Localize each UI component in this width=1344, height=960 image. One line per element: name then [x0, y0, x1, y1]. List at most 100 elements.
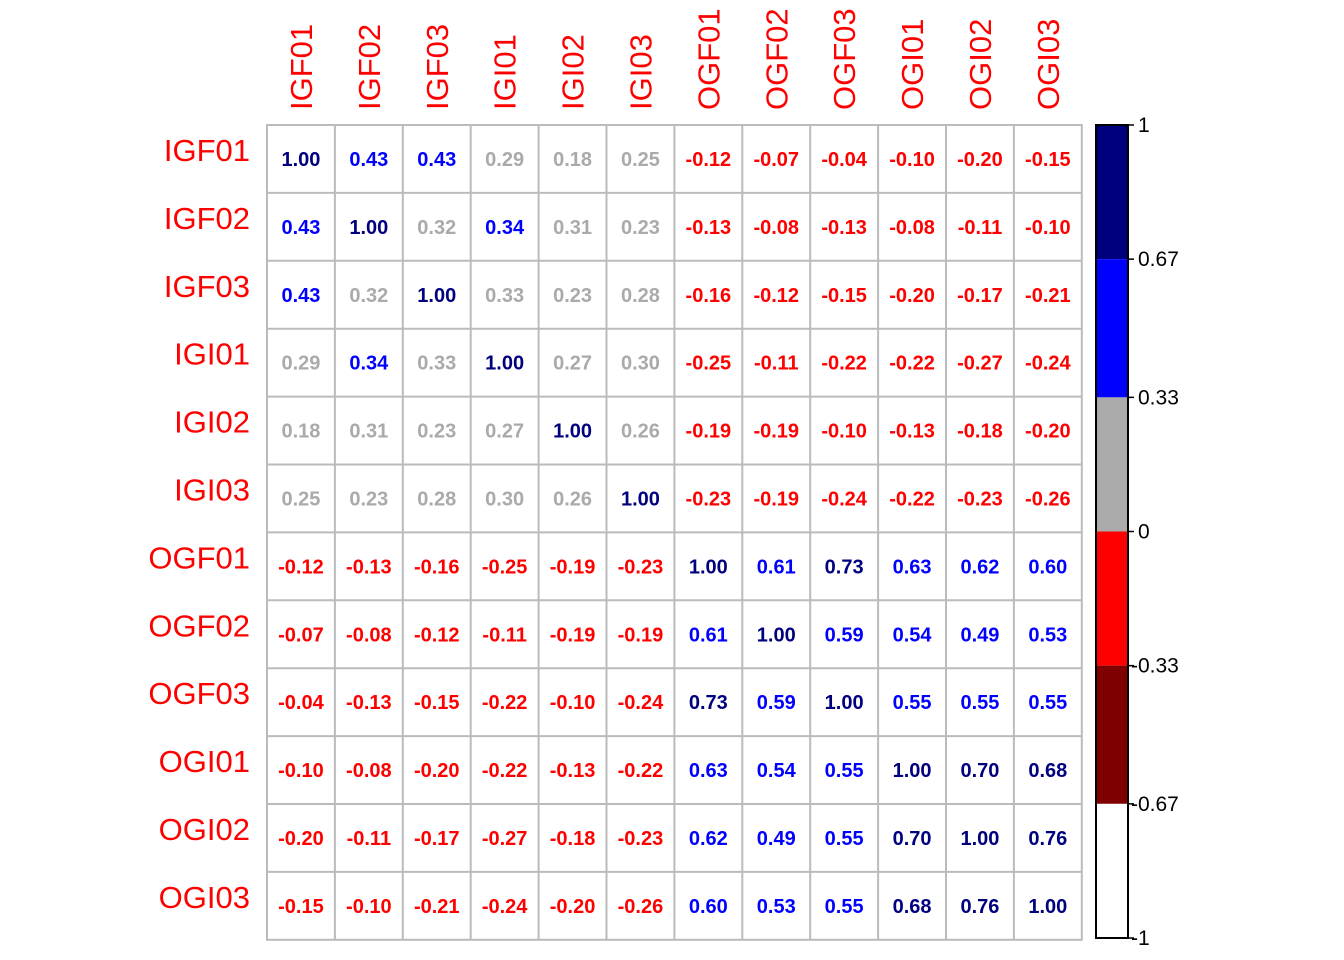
legend-tick-label: 0.33 — [1138, 386, 1179, 409]
cell-value: -0.19 — [550, 556, 596, 578]
cell-value: 0.23 — [621, 217, 660, 239]
legend-tick-label: -1 — [1131, 927, 1150, 950]
cell-value: 0.59 — [757, 692, 796, 714]
cell-value: -0.27 — [957, 353, 1003, 375]
cell-value: 0.70 — [893, 828, 932, 850]
cell-value: 0.62 — [960, 556, 999, 578]
column-label: OGI03 — [1031, 19, 1066, 110]
cell-value: -0.15 — [414, 692, 460, 714]
cell-value: -0.17 — [957, 285, 1003, 307]
cell-value: 1.00 — [349, 217, 388, 239]
cell-value: 0.73 — [825, 556, 864, 578]
row-label: OGF01 — [148, 540, 250, 575]
cell-value: -0.13 — [821, 217, 867, 239]
cell-value: -0.21 — [1025, 285, 1071, 307]
cell-value: 0.68 — [893, 896, 932, 918]
cell-value: -0.13 — [346, 556, 392, 578]
cell-value: 0.33 — [485, 285, 524, 307]
cell-value: 0.76 — [960, 896, 999, 918]
cell-value: 1.00 — [621, 488, 660, 510]
cell-value: 0.43 — [349, 149, 388, 171]
cell-value: 0.55 — [893, 692, 932, 714]
cell-value: 0.60 — [689, 896, 728, 918]
cell-value: -0.10 — [889, 149, 935, 171]
cell-value: 0.68 — [1028, 760, 1067, 782]
row-label: IGF01 — [164, 133, 250, 168]
cell-value: -0.23 — [957, 488, 1003, 510]
cell-value: 1.00 — [689, 556, 728, 578]
cell-value: 1.00 — [1028, 896, 1067, 918]
cell-value: -0.22 — [482, 692, 528, 714]
cell-value: -0.16 — [686, 285, 732, 307]
cell-value: 0.23 — [553, 285, 592, 307]
cell-value: -0.12 — [686, 149, 732, 171]
cell-value: 0.55 — [825, 896, 864, 918]
cell-value: -0.19 — [753, 421, 799, 443]
row-label: IGF02 — [164, 201, 250, 236]
cell-value: -0.18 — [550, 828, 596, 850]
cell-value: 0.53 — [757, 896, 796, 918]
row-label: IGI01 — [174, 337, 250, 372]
cell-value: 0.29 — [485, 149, 524, 171]
cell-value: 0.43 — [281, 285, 320, 307]
cell-value: -0.24 — [482, 896, 528, 918]
cell-value: -0.23 — [618, 828, 664, 850]
cell-value: 0.18 — [553, 149, 592, 171]
cell-value: -0.08 — [753, 217, 799, 239]
legend-band — [1096, 125, 1128, 260]
cell-value: -0.16 — [414, 556, 460, 578]
cell-value: -0.20 — [414, 760, 460, 782]
cell-value: 0.63 — [893, 556, 932, 578]
row-label: IGI03 — [174, 472, 250, 507]
cell-value: -0.24 — [618, 692, 664, 714]
cell-value: 0.34 — [485, 217, 525, 239]
cell-value: -0.12 — [753, 285, 799, 307]
cell-value: -0.08 — [346, 760, 392, 782]
cell-value: 1.00 — [825, 692, 864, 714]
legend-tick-label: -0.33 — [1131, 655, 1179, 678]
legend-band — [1096, 531, 1128, 666]
cell-value: 0.23 — [349, 488, 388, 510]
legend-tick-label: 1 — [1138, 114, 1150, 137]
cell-value: 1.00 — [485, 353, 524, 375]
cell-value: -0.12 — [414, 624, 460, 646]
cell-value: 0.25 — [281, 488, 320, 510]
cell-value: -0.13 — [889, 421, 935, 443]
column-label: IGF03 — [420, 24, 455, 110]
cell-value: 0.26 — [621, 421, 660, 443]
legend-band — [1096, 803, 1128, 938]
cell-value: -0.11 — [754, 353, 798, 375]
cell-value: 0.31 — [349, 421, 388, 443]
cell-value: 0.61 — [689, 624, 728, 646]
column-label: IGI02 — [556, 34, 591, 110]
legend-band — [1096, 665, 1128, 804]
row-label: OGI01 — [159, 744, 250, 779]
cell-value: 1.00 — [757, 624, 796, 646]
column-labels: IGF01 IGF02 IGF03 IGI01 IGI02 IGI03 OGF01 OGF02… — [284, 8, 1066, 110]
cell-value: -0.23 — [686, 488, 732, 510]
cell-value: -0.27 — [482, 828, 528, 850]
column-label: OGF03 — [827, 8, 862, 110]
cell-value: 0.34 — [349, 353, 389, 375]
cell-value: 0.23 — [417, 421, 456, 443]
cell-value: -0.10 — [1025, 217, 1071, 239]
cell-value: -0.22 — [821, 353, 867, 375]
cell-value: -0.15 — [821, 285, 867, 307]
cell-value: -0.13 — [686, 217, 732, 239]
cell-value: 0.62 — [689, 828, 728, 850]
cell-value: 0.55 — [1028, 692, 1067, 714]
column-label: OGF01 — [691, 8, 726, 110]
cell-value: 0.27 — [485, 421, 524, 443]
cell-value: -0.22 — [889, 353, 935, 375]
cell-value: -0.25 — [482, 556, 528, 578]
cell-value: 0.49 — [757, 828, 796, 850]
cell-value: -0.07 — [278, 624, 324, 646]
cell-value: -0.18 — [957, 421, 1003, 443]
column-label: IGI03 — [623, 34, 658, 110]
cell-value: 0.30 — [485, 488, 524, 510]
cell-value: 0.59 — [825, 624, 864, 646]
cell-value: -0.07 — [753, 149, 799, 171]
cell-value: -0.20 — [278, 828, 324, 850]
heatmap-grid — [266, 124, 1083, 941]
